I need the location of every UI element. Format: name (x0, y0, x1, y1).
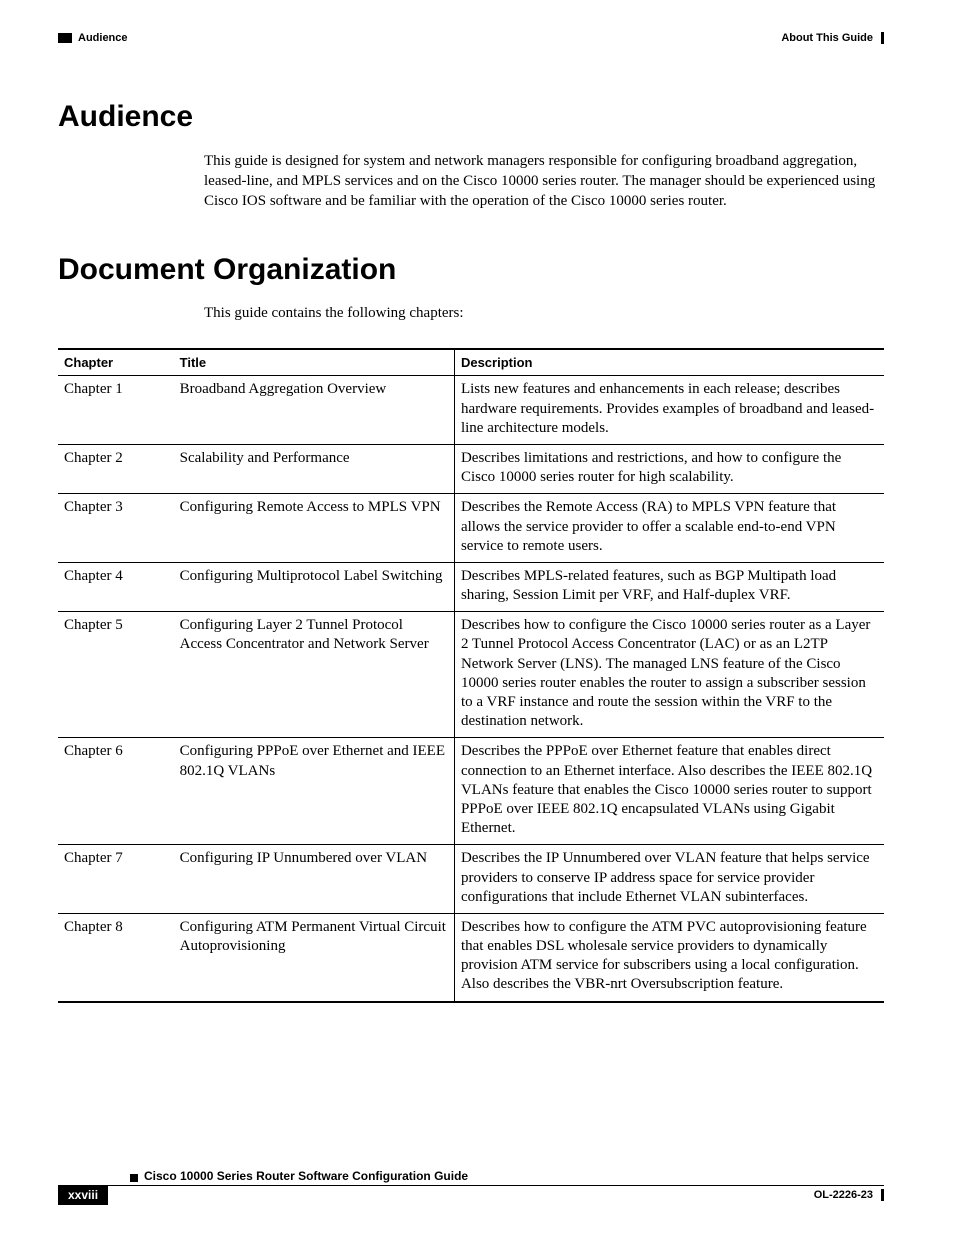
heading-audience: Audience (58, 100, 884, 134)
heading-doc-org: Document Organization (58, 253, 884, 287)
cell-chapter: Chapter 4 (58, 562, 174, 611)
cell-description: Describes how to configure the Cisco 100… (454, 612, 884, 738)
cell-chapter: Chapter 8 (58, 913, 174, 1001)
cell-description: Describes MPLS-related features, such as… (454, 562, 884, 611)
cell-chapter: Chapter 7 (58, 845, 174, 914)
col-header-description: Description (454, 349, 884, 376)
cell-chapter: Chapter 5 (58, 612, 174, 738)
header-guide-label: About This Guide (781, 32, 873, 44)
footer-bar-icon (881, 1189, 884, 1201)
doc-id-text: OL-2226-23 (814, 1189, 873, 1201)
cell-description: Describes how to configure the ATM PVC a… (454, 913, 884, 1001)
table-row: Chapter 6Configuring PPPoE over Ethernet… (58, 738, 884, 845)
cell-chapter: Chapter 2 (58, 444, 174, 493)
header-section-label: Audience (78, 32, 128, 44)
table-row: Chapter 2Scalability and PerformanceDesc… (58, 444, 884, 493)
cell-title: Configuring Multiprotocol Label Switchin… (174, 562, 455, 611)
page-number: xxviii (58, 1186, 108, 1205)
footer-bottom-row: xxviii OL-2226-23 (58, 1186, 884, 1205)
header-right: About This Guide (781, 32, 884, 44)
col-header-title: Title (174, 349, 455, 376)
cell-chapter: Chapter 6 (58, 738, 174, 845)
table-row: Chapter 4Configuring Multiprotocol Label… (58, 562, 884, 611)
page-header: Audience About This Guide (58, 32, 884, 44)
cell-title: Configuring ATM Permanent Virtual Circui… (174, 913, 455, 1001)
chapters-table: Chapter Title Description Chapter 1Broad… (58, 348, 884, 1002)
cell-title: Configuring PPPoE over Ethernet and IEEE… (174, 738, 455, 845)
doc-id: OL-2226-23 (814, 1186, 884, 1201)
cell-description: Describes the PPPoE over Ethernet featur… (454, 738, 884, 845)
cell-description: Lists new features and enhancements in e… (454, 376, 884, 445)
cell-title: Configuring Layer 2 Tunnel Protocol Acce… (174, 612, 455, 738)
footer-title-row: Cisco 10000 Series Router Software Confi… (58, 1169, 884, 1186)
table-row: Chapter 3Configuring Remote Access to MP… (58, 494, 884, 563)
table-row: Chapter 8Configuring ATM Permanent Virtu… (58, 913, 884, 1001)
table-header-row: Chapter Title Description (58, 349, 884, 376)
cell-title: Configuring Remote Access to MPLS VPN (174, 494, 455, 563)
cell-description: Describes limitations and restrictions, … (454, 444, 884, 493)
header-left: Audience (58, 32, 128, 44)
cell-title: Broadband Aggregation Overview (174, 376, 455, 445)
audience-body: This guide is designed for system and ne… (204, 152, 884, 211)
cell-description: Describes the IP Unnumbered over VLAN fe… (454, 845, 884, 914)
cell-title: Scalability and Performance (174, 444, 455, 493)
table-row: Chapter 7Configuring IP Unnumbered over … (58, 845, 884, 914)
header-marker-icon (58, 33, 72, 43)
footer-guide-title: Cisco 10000 Series Router Software Confi… (144, 1169, 468, 1183)
page-footer: Cisco 10000 Series Router Software Confi… (58, 1169, 884, 1205)
cell-chapter: Chapter 3 (58, 494, 174, 563)
cell-chapter: Chapter 1 (58, 376, 174, 445)
footer-square-icon (130, 1174, 138, 1182)
table-row: Chapter 5Configuring Layer 2 Tunnel Prot… (58, 612, 884, 738)
cell-title: Configuring IP Unnumbered over VLAN (174, 845, 455, 914)
col-header-chapter: Chapter (58, 349, 174, 376)
table-row: Chapter 1Broadband Aggregation OverviewL… (58, 376, 884, 445)
doc-org-intro: This guide contains the following chapte… (204, 305, 884, 322)
header-bar-icon (881, 32, 884, 44)
cell-description: Describes the Remote Access (RA) to MPLS… (454, 494, 884, 563)
